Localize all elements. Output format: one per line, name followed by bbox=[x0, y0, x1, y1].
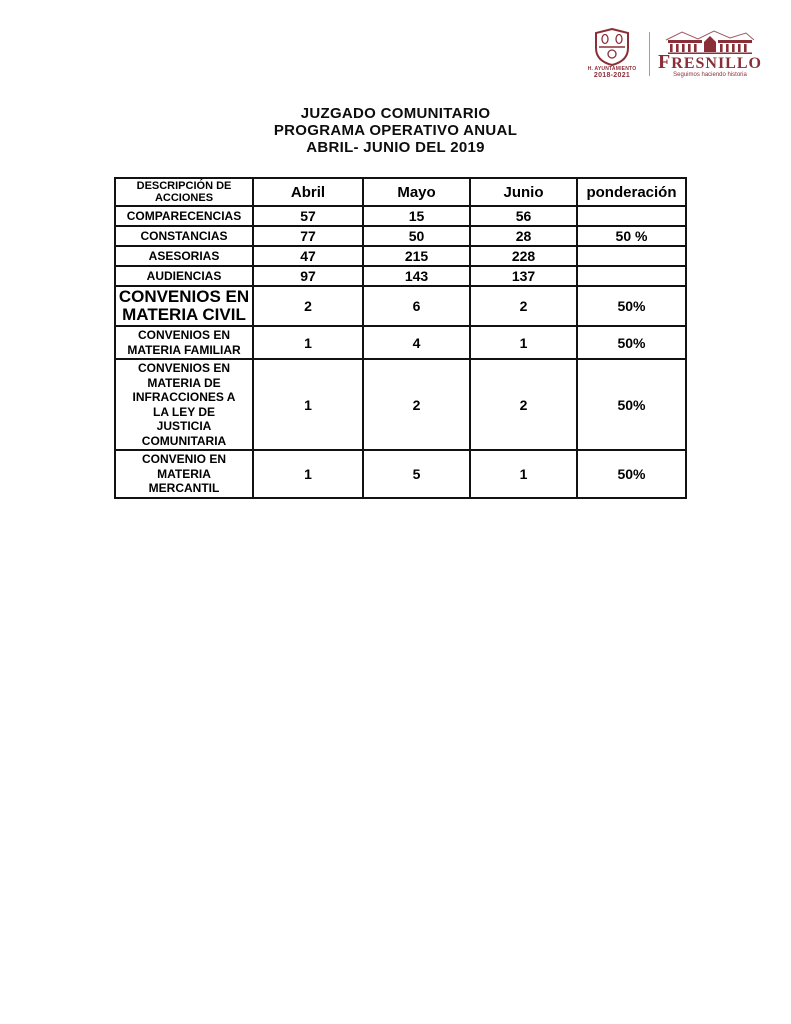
cell-mayo: 15 bbox=[362, 205, 471, 227]
cell-mayo: 4 bbox=[362, 325, 471, 360]
header-descripcion: DESCRIPCIÓN DE ACCIONES bbox=[114, 177, 254, 207]
cell-abril: 47 bbox=[252, 245, 364, 267]
table-row: COMPARECENCIAS 57 15 56 bbox=[114, 205, 687, 227]
cell-abril: 97 bbox=[252, 265, 364, 287]
crest-shield-icon bbox=[595, 28, 629, 66]
cell-ponderacion: 50% bbox=[576, 325, 687, 360]
row-label: COMPARECENCIAS bbox=[114, 205, 254, 227]
header-mayo: Mayo bbox=[362, 177, 471, 207]
row-label: ASESORIAS bbox=[114, 245, 254, 267]
cell-abril: 77 bbox=[252, 225, 364, 247]
cell-junio: 2 bbox=[469, 358, 578, 451]
cell-ponderacion: 50% bbox=[576, 358, 687, 451]
cell-abril: 57 bbox=[252, 205, 364, 227]
document-title: JUZGADO COMUNITARIO PROGRAMA OPERATIVO A… bbox=[0, 105, 791, 156]
header-abril: Abril bbox=[252, 177, 364, 207]
cell-mayo: 50 bbox=[362, 225, 471, 247]
cell-junio: 2 bbox=[469, 285, 578, 327]
cell-junio: 137 bbox=[469, 265, 578, 287]
table-row: CONSTANCIAS 77 50 28 50 % bbox=[114, 225, 687, 247]
row-label: CONVENIO EN MATERIA MERCANTIL bbox=[114, 449, 254, 499]
cell-ponderacion bbox=[576, 245, 687, 267]
crest-caption: H. AYUNTAMIENTO bbox=[587, 66, 637, 72]
title-line-2: PROGRAMA OPERATIVO ANUAL bbox=[273, 122, 518, 139]
title-line-1: JUZGADO COMUNITARIO bbox=[300, 105, 491, 122]
fresnillo-tagline: Seguimos haciendo historia bbox=[673, 71, 747, 78]
cell-mayo: 215 bbox=[362, 245, 471, 267]
cell-junio: 28 bbox=[469, 225, 578, 247]
header-junio: Junio bbox=[469, 177, 578, 207]
report-table: DESCRIPCIÓN DE ACCIONES Abril Mayo Junio… bbox=[114, 177, 687, 499]
fresnillo-wordmark: FRESNILLO bbox=[658, 50, 762, 73]
table-header-row: DESCRIPCIÓN DE ACCIONES Abril Mayo Junio… bbox=[114, 177, 687, 207]
cell-mayo: 5 bbox=[362, 449, 471, 499]
header-ponderacion: ponderación bbox=[576, 177, 687, 207]
cell-ponderacion: 50 % bbox=[576, 225, 687, 247]
row-label: CONVENIOS EN MATERIA CIVIL bbox=[114, 285, 254, 327]
crest-years: 2018-2021 bbox=[593, 72, 631, 79]
cell-ponderacion: 50% bbox=[576, 285, 687, 327]
title-line-3: ABRIL- JUNIO DEL 2019 bbox=[306, 139, 485, 156]
table-row: CONVENIO EN MATERIA MERCANTIL 1 5 1 50% bbox=[114, 449, 687, 499]
row-label: AUDIENCIAS bbox=[114, 265, 254, 287]
cell-mayo: 2 bbox=[362, 358, 471, 451]
cell-ponderacion: 50% bbox=[576, 449, 687, 499]
fresnillo-logo: FRESNILLO Seguimos haciendo historia bbox=[658, 29, 762, 79]
cell-abril: 1 bbox=[252, 358, 364, 451]
row-label: CONSTANCIAS bbox=[114, 225, 254, 247]
row-label: CONVENIOS EN MATERIA FAMILIAR bbox=[114, 325, 254, 360]
cell-abril: 1 bbox=[252, 325, 364, 360]
table-row: AUDIENCIAS 97 143 137 bbox=[114, 265, 687, 287]
cell-junio: 228 bbox=[469, 245, 578, 267]
cell-junio: 1 bbox=[469, 449, 578, 499]
building-icon bbox=[665, 29, 755, 54]
cell-abril: 2 bbox=[252, 285, 364, 327]
table-row: CONVENIOS EN MATERIA FAMILIAR 1 4 1 50% bbox=[114, 325, 687, 360]
municipal-crest: H. AYUNTAMIENTO 2018-2021 bbox=[586, 28, 638, 80]
header-logos: H. AYUNTAMIENTO 2018-2021 bbox=[586, 28, 762, 80]
cell-ponderacion bbox=[576, 265, 687, 287]
cell-junio: 56 bbox=[469, 205, 578, 227]
logo-divider bbox=[649, 32, 650, 76]
cell-abril: 1 bbox=[252, 449, 364, 499]
cell-ponderacion bbox=[576, 205, 687, 227]
cell-mayo: 6 bbox=[362, 285, 471, 327]
table-row: CONVENIOS EN MATERIA DE INFRACCIONES A L… bbox=[114, 358, 687, 451]
table-row: CONVENIOS EN MATERIA CIVIL 2 6 2 50% bbox=[114, 285, 687, 327]
cell-junio: 1 bbox=[469, 325, 578, 360]
table-row: ASESORIAS 47 215 228 bbox=[114, 245, 687, 267]
row-label: CONVENIOS EN MATERIA DE INFRACCIONES A L… bbox=[114, 358, 254, 451]
cell-mayo: 143 bbox=[362, 265, 471, 287]
